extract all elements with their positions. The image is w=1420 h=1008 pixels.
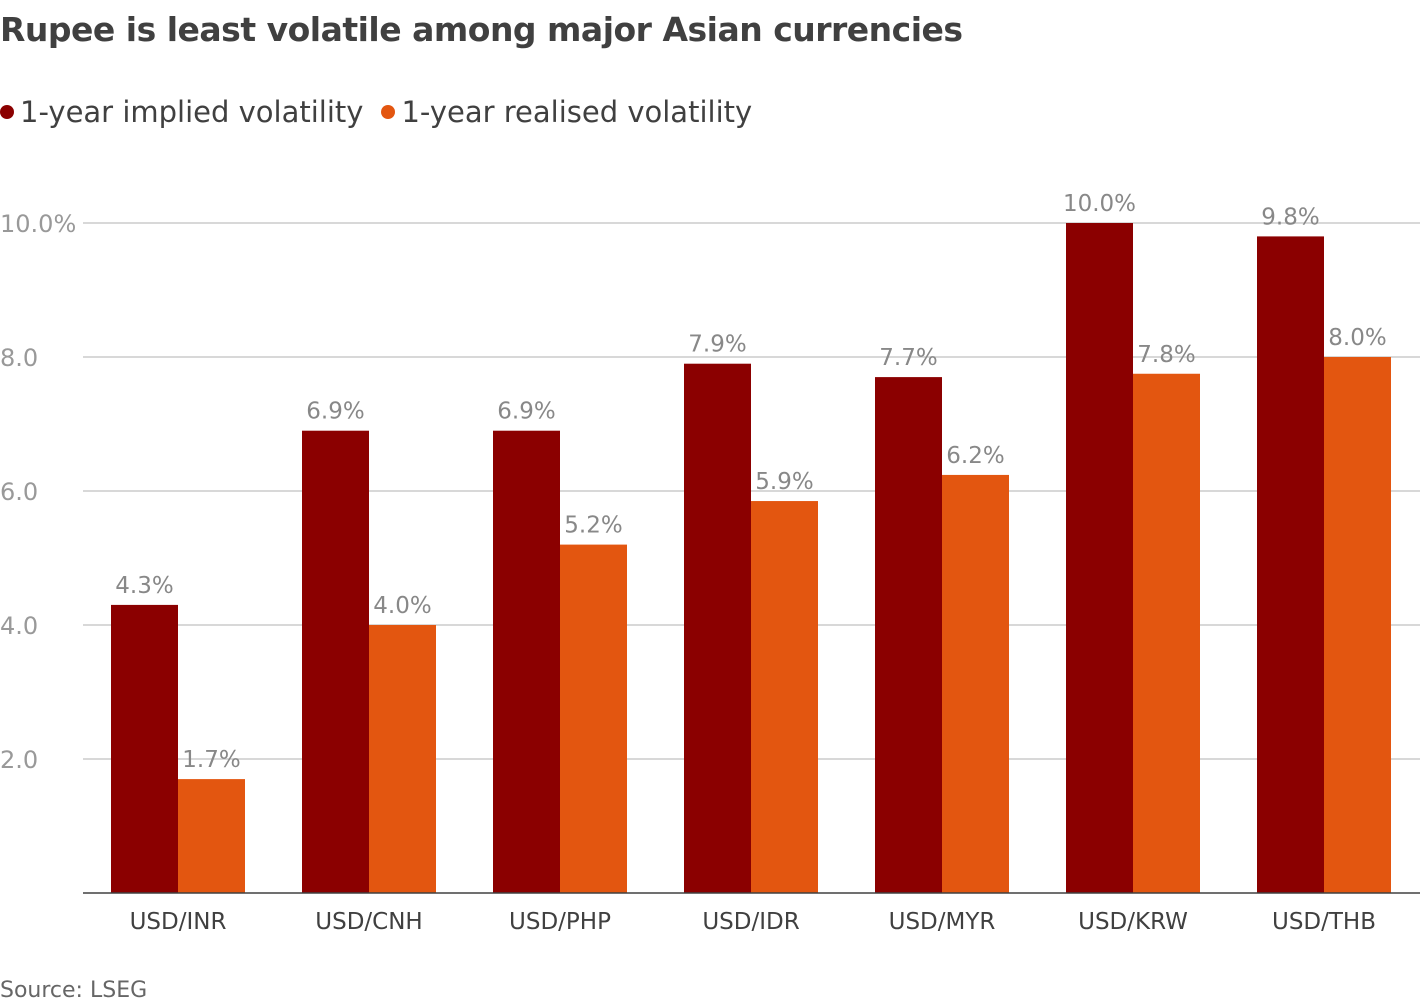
bar-realised bbox=[751, 501, 818, 893]
bar-realised bbox=[560, 544, 627, 893]
chart-title: Rupee is least volatile among major Asia… bbox=[0, 10, 963, 49]
bar-realised bbox=[369, 625, 436, 893]
bar-implied bbox=[684, 363, 751, 893]
x-tick-label: USD/INR bbox=[130, 909, 227, 935]
data-label: 10.0% bbox=[1063, 191, 1136, 217]
legend-label-implied: 1-year implied volatility bbox=[20, 95, 364, 129]
y-tick-label: 2.0 bbox=[0, 746, 38, 774]
y-tick-label: 4.0 bbox=[0, 612, 38, 640]
data-label: 5.9% bbox=[755, 469, 813, 495]
data-label: 6.2% bbox=[946, 443, 1004, 469]
data-label: 5.2% bbox=[564, 513, 622, 539]
bar-chart: 2.0 4.0 6.0 8.0 10.0% 4.3% 1.7% USD/INR 6.9% 4.0%… bbox=[0, 191, 1420, 935]
x-tick-label: USD/KRW bbox=[1078, 909, 1188, 935]
bar-realised bbox=[178, 779, 245, 893]
data-label: 1.7% bbox=[182, 747, 240, 773]
y-tick-label: 10.0% bbox=[0, 210, 76, 238]
x-tick-label: USD/IDR bbox=[702, 909, 799, 935]
source-note: Source: LSEG bbox=[0, 978, 148, 1003]
legend-label-realised: 1-year realised volatility bbox=[401, 95, 753, 129]
bar-implied bbox=[111, 604, 178, 893]
data-label: 6.9% bbox=[306, 399, 364, 425]
data-label: 7.9% bbox=[688, 332, 746, 358]
data-label: 4.3% bbox=[115, 573, 173, 599]
legend-swatch-implied bbox=[0, 105, 14, 119]
y-tick-label: 8.0 bbox=[0, 344, 38, 372]
bar-implied bbox=[302, 430, 369, 893]
bar-implied bbox=[1066, 223, 1133, 893]
data-label: 9.8% bbox=[1261, 204, 1319, 230]
data-label: 8.0% bbox=[1328, 325, 1386, 351]
bar-realised bbox=[942, 474, 1009, 893]
data-label: 7.7% bbox=[879, 345, 937, 371]
x-tick-label: USD/MYR bbox=[889, 909, 996, 935]
bar-realised bbox=[1133, 373, 1200, 893]
bar-implied bbox=[875, 377, 942, 894]
x-tick-label: USD/THB bbox=[1272, 909, 1376, 935]
data-label: 7.8% bbox=[1137, 342, 1195, 368]
legend-item-implied: 1-year implied volatility bbox=[0, 95, 363, 129]
data-label: 4.0% bbox=[373, 593, 431, 619]
x-tick-label: USD/PHP bbox=[509, 909, 611, 935]
legend-swatch-realised bbox=[381, 105, 396, 119]
legend-item-realised: 1-year realised volatility bbox=[381, 95, 752, 129]
legend: 1-year implied volatility 1-year realise… bbox=[0, 95, 770, 129]
bar-implied bbox=[1257, 236, 1324, 893]
bar-implied bbox=[493, 430, 560, 893]
y-tick-label: 6.0 bbox=[0, 478, 38, 506]
bar-realised bbox=[1324, 357, 1391, 893]
data-label: 6.9% bbox=[497, 399, 555, 425]
x-tick-label: USD/CNH bbox=[315, 909, 422, 935]
